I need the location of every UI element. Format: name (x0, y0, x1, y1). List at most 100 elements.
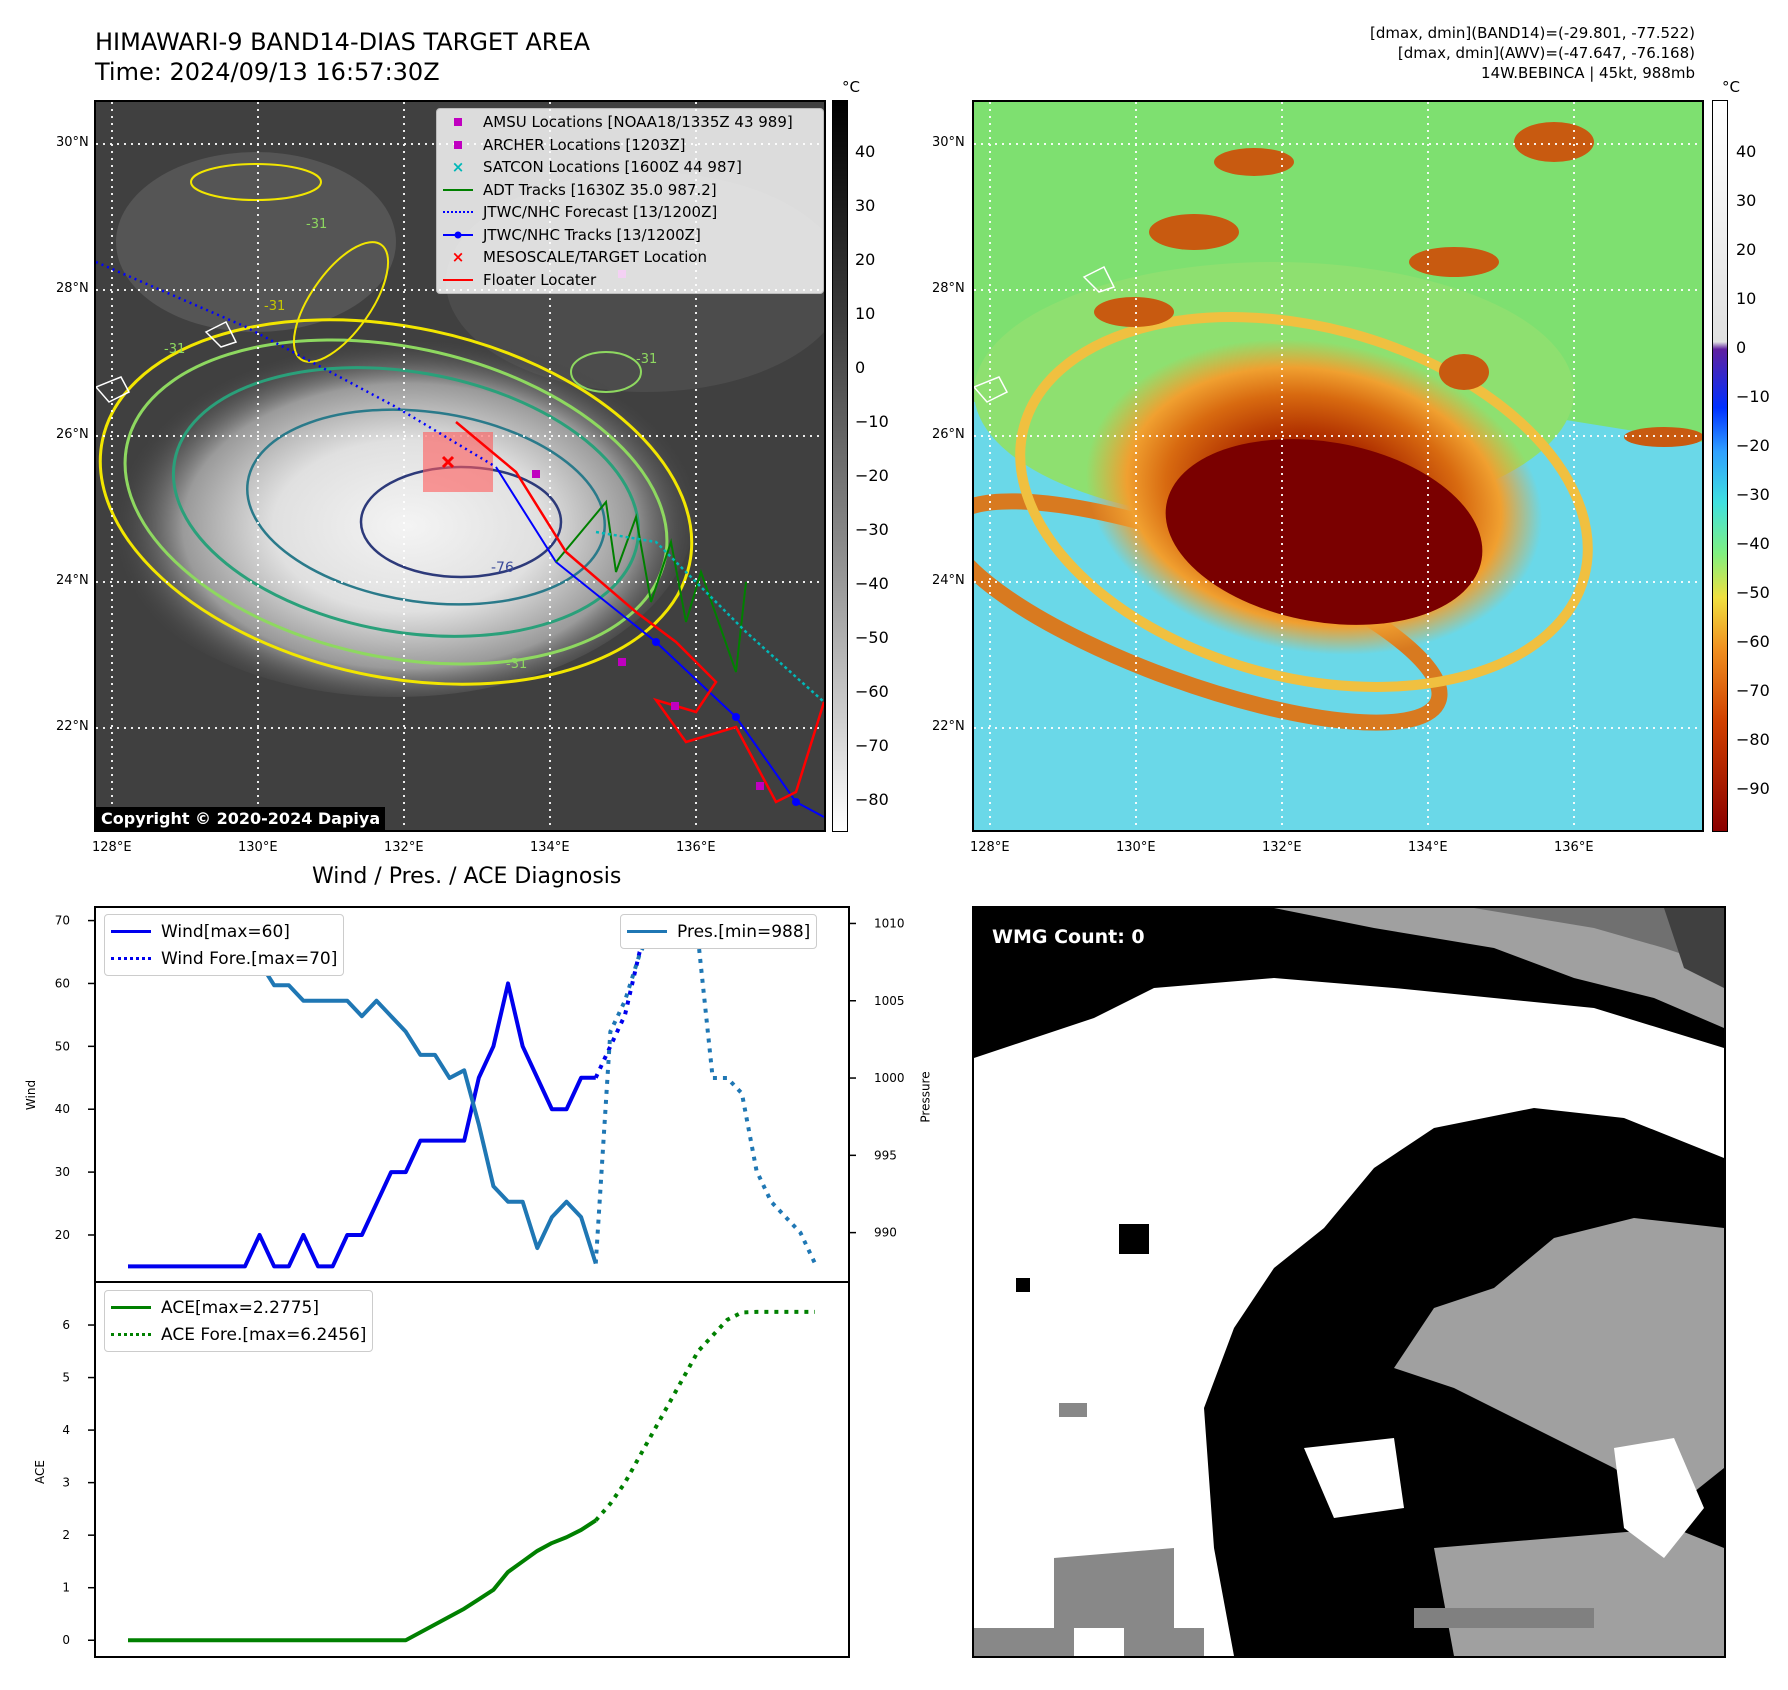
y-tick-label: 20 (55, 1228, 70, 1242)
page-title: HIMAWARI-9 BAND14-DIAS TARGET AREA (95, 28, 591, 56)
colorbar-tick: −70 (855, 736, 889, 755)
y-tick-label: 1 (62, 1581, 70, 1595)
contour-label: -31 (506, 657, 528, 672)
y-tick-label: 30 (55, 1165, 70, 1179)
colorbar-tick: −40 (1736, 534, 1770, 553)
series-line-presfore (593, 921, 817, 1265)
legend-label: Wind Fore.[max=70] (161, 948, 338, 969)
colorbar-tick: 10 (1736, 289, 1757, 308)
legend-item: ADT Tracks [1630Z 35.0 987.2] (441, 179, 819, 202)
solid-line-icon (111, 1306, 151, 1309)
lon-label: 136°E (1554, 840, 1594, 855)
lat-label: 30°N (56, 135, 89, 150)
colorbar-unit: °C (842, 78, 860, 96)
y-tick-label: 1010 (874, 916, 905, 930)
lat-label: 30°N (932, 135, 965, 150)
info-awv: [dmax, dmin](AWV)=(-47.647, -76.168) (1397, 44, 1695, 62)
y-tick-label: 5 (62, 1371, 70, 1385)
lon-label: 132°E (384, 840, 424, 855)
colorbar-tick: 30 (1736, 191, 1757, 210)
colorbar-unit: °C (1722, 78, 1740, 96)
colorbar-tick: 10 (855, 304, 876, 323)
colorbar-tick: −30 (1736, 485, 1770, 504)
colorbar-tick: 40 (855, 142, 876, 161)
y-tick-label: 6 (62, 1318, 70, 1332)
wmg-panel[interactable]: WMG Count: 0 (972, 906, 1726, 1658)
lon-label: 130°E (238, 840, 278, 855)
line-dot-icon (441, 225, 475, 245)
colorbar-tick: 30 (855, 196, 876, 215)
y-tick-label: 3 (62, 1476, 70, 1490)
ir-colorbar (832, 100, 848, 832)
y-tick-label: 990 (874, 1226, 897, 1240)
legend-item: Wind Fore.[max=70] (111, 945, 337, 972)
diagnosis-title: Wind / Pres. / ACE Diagnosis (312, 864, 622, 889)
solid-line-icon (111, 930, 151, 933)
legend-label: ADT Tracks [1630Z 35.0 987.2] (483, 180, 717, 199)
diagnosis-divider (94, 1281, 850, 1283)
dotted-line-icon (441, 202, 475, 222)
info-storm: 14W.BEBINCA | 45kt, 988mb (1481, 64, 1695, 82)
legend-item: × MESOSCALE/TARGET Location (441, 246, 819, 269)
contour-label: -31 (164, 342, 186, 357)
y-tick-label: 60 (55, 976, 70, 990)
dotted-line-icon (111, 957, 151, 960)
ir-map-panel[interactable]: -31 -31 -31 -31 -31 -76 AMSU Locations [… (94, 100, 826, 832)
colorbar-tick: 0 (855, 358, 866, 377)
series-line-windmax (128, 981, 596, 1269)
wind-legend: Wind[max=60] Wind Fore.[max=70] (104, 914, 345, 976)
series-line-aceforemax (594, 1309, 815, 1522)
colorbar-tick: −50 (1736, 583, 1770, 602)
lon-label: 136°E (676, 840, 716, 855)
map-legend: AMSU Locations [NOAA18/1335Z 43 989] ARC… (436, 108, 824, 294)
lat-label: 24°N (932, 573, 965, 588)
contour-label: -31 (306, 217, 328, 232)
legend-label: Pres.[min=988] (677, 921, 811, 942)
solid-line-icon (627, 930, 667, 933)
lon-label: 134°E (530, 840, 570, 855)
legend-label: ARCHER Locations [1203Z] (483, 135, 686, 154)
wind-axis-label: Wind (24, 1079, 39, 1111)
awv-colorbar (1712, 100, 1728, 832)
colorbar-tick: −80 (855, 790, 889, 809)
legend-item: Wind[max=60] (111, 918, 337, 945)
y-tick-label: 995 (874, 1148, 897, 1162)
colorbar-tick: 20 (855, 250, 876, 269)
copyright-badge: Copyright © 2020-2024 Dapiya (96, 807, 386, 830)
legend-item: Floater Locater (441, 269, 819, 292)
legend-item: ACE Fore.[max=6.2456] (111, 1321, 366, 1348)
y-tick-label: 0 (62, 1633, 70, 1647)
lat-label: 26°N (56, 427, 89, 442)
x-marker-icon: × (451, 158, 465, 177)
lat-label: 22°N (932, 719, 965, 734)
y-tick-label: 1005 (874, 994, 905, 1008)
colorbar-tick: −20 (855, 466, 889, 485)
legend-item: AMSU Locations [NOAA18/1335Z 43 989] (441, 111, 819, 134)
lat-label: 24°N (56, 573, 89, 588)
legend-label: MESOSCALE/TARGET Location (483, 248, 708, 267)
contour-label: -76 (491, 560, 514, 576)
y-tick-label: 1000 (874, 1071, 905, 1085)
lon-label: 130°E (1116, 840, 1156, 855)
legend-label: ACE[max=2.2775] (161, 1297, 319, 1318)
colorbar-tick: −70 (1736, 681, 1770, 700)
wmg-imagery (974, 908, 1724, 1656)
legend-label: AMSU Locations [NOAA18/1335Z 43 989] (483, 113, 793, 132)
legend-item: Pres.[min=988] (627, 918, 810, 945)
colorbar-tick: 40 (1736, 142, 1757, 161)
colorbar-tick: 20 (1736, 240, 1757, 259)
legend-label: JTWC/NHC Tracks [13/1200Z] (483, 225, 701, 244)
y-tick-label: 70 (55, 914, 70, 928)
lon-label: 128°E (92, 840, 132, 855)
square-marker-icon (441, 135, 475, 155)
legend-item: JTWC/NHC Tracks [13/1200Z] (441, 224, 819, 247)
pressure-legend: Pres.[min=988] (620, 914, 818, 949)
awv-map-panel[interactable] (972, 100, 1704, 832)
colorbar-tick: −10 (855, 412, 889, 431)
colorbar-tick: −50 (855, 628, 889, 647)
lon-label: 128°E (970, 840, 1010, 855)
contour-label: -31 (636, 352, 658, 367)
legend-label: Floater Locater (483, 270, 597, 289)
legend-label: ACE Fore.[max=6.2456] (161, 1324, 367, 1345)
colorbar-tick: −90 (1736, 779, 1770, 798)
